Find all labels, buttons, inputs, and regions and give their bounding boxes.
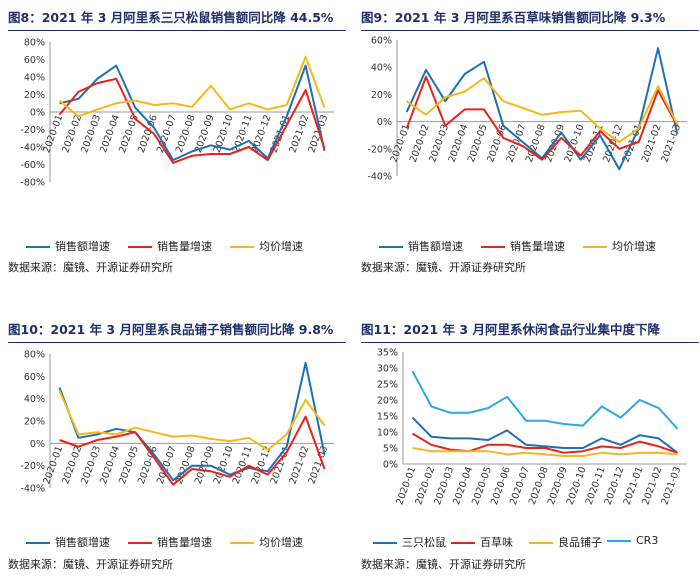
legend-item: 销售额增速 — [379, 238, 463, 254]
legend-swatch — [379, 246, 403, 248]
y-tick-label: -40% — [367, 172, 392, 183]
figure-11-source: 数据来源：魔镜、开源证券研究所 — [361, 558, 526, 571]
series-line-2 — [406, 77, 679, 143]
legend-item: 销售额增速 — [26, 238, 110, 254]
y-tick-label: -40% — [20, 143, 45, 154]
y-tick-label: 40% — [24, 394, 45, 405]
figure-9-source: 数据来源：魔镜、开源证券研究所 — [361, 261, 526, 274]
legend-swatch — [128, 542, 152, 544]
legend-swatch — [26, 542, 50, 544]
y-tick-label: 0% — [383, 460, 398, 471]
legend-label: 销售量增速 — [510, 240, 565, 253]
legend-item: 良品铺子 — [529, 534, 602, 550]
legend-swatch — [451, 542, 475, 544]
figure-10-chart: -40%-20%0%20%40%60%80%2020-012020-022020… — [20, 350, 334, 495]
legend-label: 良品铺子 — [558, 536, 602, 549]
y-tick-label: 80% — [24, 350, 45, 361]
series-line-0 — [59, 64, 326, 162]
y-tick-label: 35% — [377, 348, 398, 359]
figure-10-source: 数据来源：魔镜、开源证券研究所 — [8, 558, 173, 571]
legend-label: 百草味 — [480, 536, 513, 549]
legend-item: 销售量增速 — [128, 238, 212, 254]
figure-11-title: 图11：2021 年 3 月阿里系休闲食品行业集中度下降 — [361, 318, 699, 343]
figure-8-chart: -80%-60%-40%-20%0%20%40%60%80%2020-01202… — [20, 38, 334, 189]
legend-item: CR3 — [607, 534, 658, 547]
legend-item: 均价增速 — [583, 238, 656, 254]
legend-label: 销售额增速 — [55, 240, 110, 253]
series-line-1 — [59, 415, 326, 486]
legend-swatch — [230, 542, 254, 544]
y-tick-label: 0% — [30, 439, 45, 450]
legend-swatch — [230, 246, 254, 248]
legend-label: 销售额增速 — [408, 240, 463, 253]
legend-item: 销售量增速 — [128, 534, 212, 550]
series-line-2 — [58, 55, 326, 118]
series-line-0 — [411, 416, 679, 454]
y-tick-label: 0% — [377, 117, 392, 128]
y-tick-label: 40% — [24, 73, 45, 84]
legend-swatch — [373, 542, 397, 544]
legend-item: 销售量增速 — [481, 238, 565, 254]
legend-label: 销售额增速 — [55, 536, 110, 549]
y-tick-label: 10% — [377, 428, 398, 439]
series-line-2 — [412, 447, 678, 457]
series-line-0 — [405, 47, 679, 171]
figure-10-title: 图10：2021 年 3 月阿里系良品铺子销售额同比降 9.8% — [8, 318, 346, 343]
figure-9-title: 图9：2021 年 3 月阿里系百草味销售额同比降 9.3% — [361, 6, 699, 31]
y-tick-label: -20% — [367, 144, 392, 155]
legend-swatch — [607, 540, 631, 542]
legend-label: 销售量增速 — [157, 536, 212, 549]
y-tick-label: 60% — [24, 55, 45, 66]
figure-8-title: 图8：2021 年 3 月阿里系三只松鼠销售额同比降 44.5% — [8, 6, 346, 31]
series-line-3 — [411, 370, 679, 430]
legend-item: 均价增速 — [230, 534, 303, 550]
y-tick-label: 20% — [24, 90, 45, 101]
figure-8-source: 数据来源：魔镜、开源证券研究所 — [8, 261, 173, 274]
legend-swatch — [583, 246, 607, 248]
legend-swatch — [26, 246, 50, 248]
y-tick-label: -40% — [20, 484, 45, 495]
series-line-1 — [58, 77, 326, 164]
y-tick-label: 20% — [377, 396, 398, 407]
y-tick-label: 15% — [377, 412, 398, 423]
y-tick-label: 60% — [371, 36, 392, 47]
legend-swatch — [529, 542, 553, 544]
legend-label: 三只松鼠 — [402, 536, 446, 549]
y-tick-label: 30% — [377, 364, 398, 375]
series-line-1 — [405, 75, 679, 161]
legend-item: 均价增速 — [230, 238, 303, 254]
legend-label: 均价增速 — [259, 240, 303, 253]
y-tick-label: 40% — [371, 63, 392, 74]
legend-item: 销售额增速 — [26, 534, 110, 550]
legend-label: CR3 — [636, 534, 659, 547]
y-tick-label: -60% — [20, 160, 45, 171]
y-tick-label: 80% — [24, 38, 45, 49]
series-line-1 — [411, 432, 678, 454]
y-tick-label: -20% — [20, 461, 45, 472]
legend-label: 均价增速 — [259, 536, 303, 549]
legend-swatch — [128, 246, 152, 248]
y-tick-label: -20% — [20, 125, 45, 136]
legend-label: 销售量增速 — [157, 240, 212, 253]
y-tick-label: -80% — [20, 178, 45, 189]
y-tick-label: 5% — [383, 444, 398, 455]
legend-item: 三只松鼠 — [373, 534, 446, 550]
y-tick-label: 0% — [30, 108, 45, 119]
y-tick-label: 60% — [24, 372, 45, 383]
y-tick-label: 25% — [377, 380, 398, 391]
figure-9-chart: -40%-20%0%20%40%60%2020-012020-022020-03… — [367, 36, 687, 183]
legend-swatch — [481, 246, 505, 248]
legend-label: 均价增速 — [612, 240, 656, 253]
y-tick-label: 20% — [24, 417, 45, 428]
figure-11-chart: 0%5%10%15%20%25%30%35%2020-012020-022020… — [377, 348, 687, 506]
series-line-2 — [58, 390, 326, 451]
legend-item: 百草味 — [451, 534, 513, 550]
y-tick-label: 20% — [371, 90, 392, 101]
